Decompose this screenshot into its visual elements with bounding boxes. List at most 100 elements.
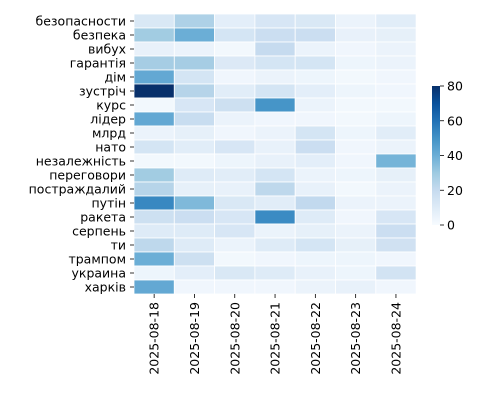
- heatmap-cell: [254, 279, 296, 295]
- heatmap-cell: [375, 55, 417, 71]
- heatmap-cell: [173, 167, 216, 183]
- heatmap-cell: [335, 69, 377, 85]
- heatmap-cell: [173, 153, 216, 169]
- heatmap-cell: [375, 209, 417, 225]
- column-label: 2025-08-18: [147, 302, 162, 375]
- column-label: 2025-08-23: [348, 302, 363, 375]
- heatmap-cell: [173, 181, 216, 197]
- heatmap-cell: [133, 83, 175, 99]
- heatmap-cell: [173, 69, 216, 85]
- heatmap-cell: [254, 237, 296, 253]
- heatmap-cell: [214, 209, 256, 225]
- heatmap-cell: [214, 83, 256, 99]
- heatmap-cell: [335, 195, 377, 211]
- heatmap-cell: [214, 41, 256, 57]
- heatmap-cell: [214, 251, 256, 267]
- heatmap-cell: [173, 279, 216, 295]
- heatmap-cell: [133, 55, 175, 71]
- heatmap-cell: [294, 55, 336, 71]
- heatmap-cell: [173, 83, 216, 99]
- heatmap-cell: [375, 69, 417, 85]
- heatmap-cell: [294, 279, 336, 295]
- heatmap-cell: [133, 13, 175, 29]
- row-label: нато: [95, 140, 126, 155]
- heatmap-cell: [375, 265, 417, 281]
- heatmap-cell: [375, 83, 417, 99]
- heatmap-cell: [133, 153, 175, 169]
- heatmap-cell: [254, 13, 296, 29]
- heatmap-cell: [214, 153, 256, 169]
- heatmap-cell: [375, 153, 417, 169]
- heatmap-cell: [254, 27, 296, 43]
- heatmap-cell: [214, 111, 256, 127]
- row-label: млрд: [92, 126, 126, 141]
- row-label: дім: [104, 70, 126, 85]
- heatmap-cell: [133, 125, 175, 141]
- heatmap-cell: [294, 83, 336, 99]
- heatmap-cell: [173, 55, 216, 71]
- row-label: вибух: [88, 42, 126, 57]
- row-label: курс: [96, 98, 126, 113]
- heatmap-cell: [214, 97, 256, 113]
- heatmap-cell: [214, 237, 256, 253]
- row-label: переговори: [49, 168, 126, 183]
- heatmap-cell: [254, 167, 296, 183]
- heatmap-cell: [133, 265, 175, 281]
- row-labels: безопасностибезпекавибухгарантіядімзустр…: [29, 14, 126, 295]
- heatmap-cell: [214, 279, 256, 295]
- column-label: 2025-08-21: [268, 302, 283, 375]
- heatmap-cell: [214, 125, 256, 141]
- heatmap-cell: [214, 265, 256, 281]
- heatmap-cell: [335, 111, 377, 127]
- heatmap-cell: [133, 195, 175, 211]
- heatmap-cell: [214, 223, 256, 239]
- heatmap-cell: [335, 83, 377, 99]
- heatmap-cell: [254, 41, 296, 57]
- heatmap-cell: [335, 97, 377, 113]
- heatmap-cell: [254, 55, 296, 71]
- row-label: харків: [85, 280, 126, 295]
- heatmap-cell: [133, 251, 175, 267]
- heatmap-cell: [375, 195, 417, 211]
- heatmap-cell: [214, 139, 256, 155]
- heatmap-cell: [173, 139, 216, 155]
- row-label: ракета: [80, 210, 126, 225]
- heatmap-cell: [294, 97, 336, 113]
- heatmap-cell: [335, 13, 377, 29]
- heatmap-cell: [254, 153, 296, 169]
- heatmap-cell: [294, 251, 336, 267]
- column-ticks: [153, 294, 397, 298]
- heatmap-cell: [294, 181, 336, 197]
- row-label: незалежність: [36, 154, 126, 169]
- heatmap-cell: [214, 181, 256, 197]
- heatmap-cell: [294, 139, 336, 155]
- heatmap-cell: [133, 279, 175, 295]
- heatmap-cell: [375, 181, 417, 197]
- heatmap-cell: [335, 27, 377, 43]
- row-label: зустріч: [79, 84, 126, 99]
- heatmap-cell: [335, 279, 377, 295]
- heatmap-cell: [294, 237, 336, 253]
- colorbar-tick-label: 80: [447, 79, 463, 94]
- heatmap-cell: [254, 223, 296, 239]
- heatmap-cell: [214, 27, 256, 43]
- heatmap-cell: [133, 167, 175, 183]
- heatmap-cell: [335, 265, 377, 281]
- heatmap-cell: [294, 209, 336, 225]
- heatmap-cell: [254, 181, 296, 197]
- colorbar-tick-label: 20: [447, 183, 463, 198]
- heatmap-cell: [375, 279, 417, 295]
- heatmap-cell: [294, 13, 336, 29]
- heatmap-cell: [254, 265, 296, 281]
- heatmap-cell: [294, 223, 336, 239]
- heatmap-cell: [214, 195, 256, 211]
- heatmap-cell: [335, 55, 377, 71]
- heatmap-cell: [254, 69, 296, 85]
- heatmap-cell: [173, 195, 216, 211]
- column-label: 2025-08-19: [187, 302, 202, 375]
- heatmap-cell: [294, 69, 336, 85]
- column-labels: 2025-08-18 2025-08-19 2025-08-20 2025-08-21…: [147, 302, 404, 375]
- heatmap-cell: [335, 237, 377, 253]
- heatmap-cell: [173, 41, 216, 57]
